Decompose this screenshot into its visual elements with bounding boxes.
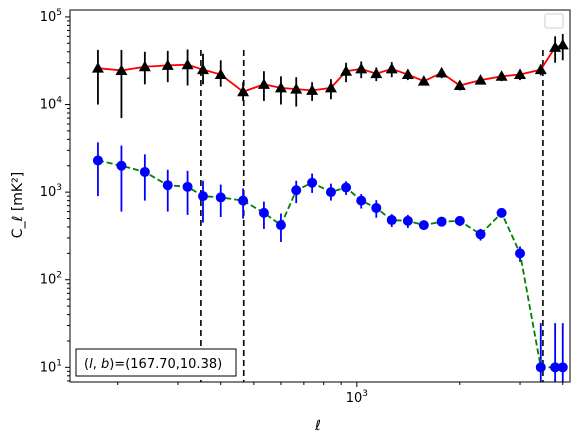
annotation-box: (l, b)=(167.70,10.38) xyxy=(75,348,237,377)
triangle-marker xyxy=(115,64,128,75)
circle-marker xyxy=(215,192,226,203)
circle-marker xyxy=(436,216,447,227)
triangle-marker xyxy=(306,84,319,95)
triangle-marker xyxy=(138,60,151,72)
reference-lines xyxy=(200,50,544,382)
triangle-marker xyxy=(453,79,466,90)
circle-marker xyxy=(386,215,397,226)
triangle-marker xyxy=(181,58,194,70)
circle-marker xyxy=(341,182,352,193)
series-group xyxy=(91,33,569,382)
triangle-marker xyxy=(91,62,104,73)
circle-marker xyxy=(291,185,302,196)
circle-marker xyxy=(92,155,103,166)
triangle-marker xyxy=(417,75,430,86)
triangle-marker xyxy=(290,83,303,94)
circle-marker xyxy=(258,207,269,218)
circle-marker xyxy=(515,248,526,259)
circle-marker xyxy=(418,220,429,231)
triangle-marker xyxy=(324,81,337,93)
circle-marker xyxy=(182,181,193,192)
circle-marker xyxy=(496,207,507,218)
series-1 xyxy=(91,33,569,119)
triangle-marker xyxy=(355,62,368,74)
circle-marker xyxy=(139,166,150,177)
circle-marker xyxy=(116,160,127,171)
circle-marker xyxy=(550,362,561,373)
triangle-marker xyxy=(274,81,287,93)
triangle-marker xyxy=(196,63,209,75)
circle-marker xyxy=(275,220,286,231)
triangle-marker xyxy=(340,65,353,76)
triangle-marker xyxy=(161,59,174,70)
y-tick-label: 101 xyxy=(40,358,62,375)
circle-marker xyxy=(371,202,382,213)
plot-area xyxy=(70,10,570,382)
circle-marker xyxy=(197,191,208,202)
circle-marker xyxy=(402,215,413,226)
y-tick-label: 103 xyxy=(40,183,62,200)
triangle-marker xyxy=(495,70,508,81)
triangle-marker xyxy=(370,67,383,79)
triangle-marker xyxy=(237,85,250,97)
triangle-marker xyxy=(556,38,569,50)
circle-marker xyxy=(475,229,486,240)
legend-box xyxy=(544,13,564,29)
series-2 xyxy=(92,142,568,382)
circle-marker xyxy=(325,187,336,198)
circle-marker xyxy=(557,362,568,373)
triangle-marker xyxy=(514,68,527,80)
circle-marker xyxy=(307,177,318,188)
circle-marker xyxy=(454,215,465,226)
triangle-marker xyxy=(257,78,270,89)
triangle-marker xyxy=(385,62,398,74)
triangle-marker xyxy=(401,68,414,80)
x-tick-label: 103 xyxy=(346,389,368,406)
triangle-marker xyxy=(474,74,487,85)
annotation-text: (l, b)=(167.70,10.38) xyxy=(84,357,222,372)
y-tick-label: 102 xyxy=(40,271,62,288)
triangle-marker xyxy=(214,68,227,80)
circle-marker xyxy=(238,195,249,206)
y-tick-label: 105 xyxy=(40,8,62,25)
circle-marker xyxy=(535,362,546,373)
triangle-marker xyxy=(435,66,448,78)
circle-marker xyxy=(162,180,173,191)
y-tick-label: 104 xyxy=(40,96,63,113)
circle-marker xyxy=(356,195,367,206)
plot-frame xyxy=(69,9,571,383)
triangle-marker xyxy=(534,63,547,75)
x-axis-label: ℓ xyxy=(314,418,321,434)
y-axis-label: C_ℓ [mK²] xyxy=(10,172,26,238)
